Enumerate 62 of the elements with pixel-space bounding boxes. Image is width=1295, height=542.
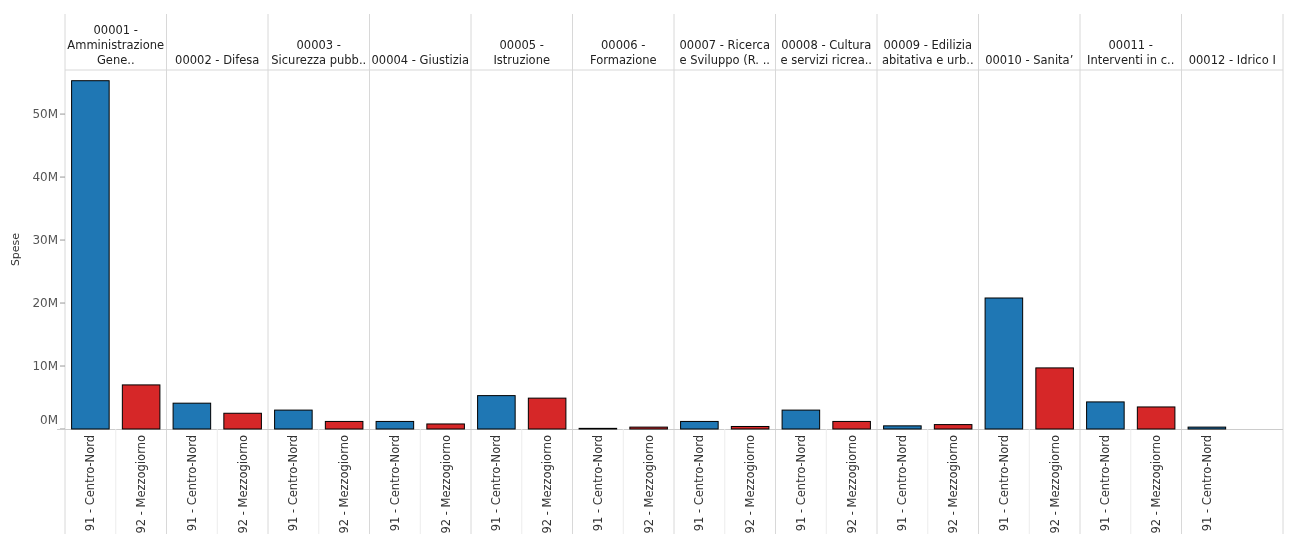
x-tick-label: 00001 - Amministrazione Gene.. xyxy=(66,23,166,68)
text: 91 - Centro-Nord xyxy=(1199,435,1214,532)
bar xyxy=(223,412,262,430)
text: 92 - Mezzogiorno xyxy=(134,435,149,534)
bar xyxy=(1136,406,1176,430)
y-tick-label: 30M xyxy=(32,233,58,248)
text: 92 - Mezzogiorno xyxy=(1149,435,1164,534)
text: 92 - Mezzogiorno xyxy=(743,435,758,534)
y-tick-label: 40M xyxy=(32,170,58,185)
x-tick-label: 00012 - Idrico I xyxy=(1188,53,1276,68)
text: 91 - Centro-Nord xyxy=(286,435,301,532)
text: 91 - Centro-Nord xyxy=(996,435,1011,532)
text: 91 - Centro-Nord xyxy=(590,435,605,532)
bar xyxy=(1086,401,1125,430)
text: 91 - Centro-Nord xyxy=(895,435,910,532)
bar xyxy=(477,395,516,430)
y-tick-label: 20M xyxy=(32,296,58,311)
bar xyxy=(324,420,364,430)
bar xyxy=(375,420,415,430)
bar xyxy=(172,402,212,430)
bar xyxy=(121,384,161,430)
text: 92 - Mezzogiorno xyxy=(337,435,352,534)
text: 91 - Centro-Nord xyxy=(1098,435,1113,532)
text: 91 - Centro-Nord xyxy=(184,435,199,532)
text: 91 - Centro-Nord xyxy=(692,435,707,532)
y-tick-label: 50M xyxy=(32,107,58,122)
bar xyxy=(933,424,973,430)
text: 91 - Centro-Nord xyxy=(489,435,504,532)
text: 92 - Mezzogiorno xyxy=(235,435,250,534)
text: 92 - Mezzogiorno xyxy=(438,435,453,534)
text: 92 - Mezzogiorno xyxy=(641,435,656,534)
bar xyxy=(527,397,567,430)
bar xyxy=(781,409,821,430)
bar xyxy=(680,420,719,430)
bar xyxy=(883,425,922,430)
y-axis-title: Spese xyxy=(9,232,22,267)
x-tick-label: 00011 - Interventi in c.. xyxy=(1086,38,1176,68)
bar xyxy=(71,80,110,430)
bar xyxy=(274,409,313,430)
x-tick-label: 00010 - Sanita’ xyxy=(985,53,1074,68)
bar xyxy=(832,420,871,430)
text: 92 - Mezzogiorno xyxy=(540,435,555,534)
text: 91 - Centro-Nord xyxy=(387,435,402,532)
x-tick-label: 00009 - Edilizia abitativa e urb.. xyxy=(880,38,975,68)
x-tick-label: 00008 - Cultura e servizi ricrea.. xyxy=(779,38,874,68)
y-tick-label: 10M xyxy=(32,359,58,374)
x-tick-label: 00007 - Ricerca e Sviluppo (R. .. xyxy=(678,38,771,68)
text: 92 - Mezzogiorno xyxy=(1047,435,1062,534)
x-tick-label: 00002 - Difesa xyxy=(175,53,260,68)
text: 92 - Mezzogiorno xyxy=(844,435,859,534)
text: 91 - Centro-Nord xyxy=(793,435,808,532)
bar xyxy=(730,425,770,430)
y-tick-label: 0M xyxy=(40,413,58,428)
x-tick-label: 00003 - Sicurezza pubb.. xyxy=(270,38,368,68)
text: 91 - Centro-Nord xyxy=(83,435,98,532)
x-tick-label: 00005 - Istruzione xyxy=(492,38,551,68)
x-tick-label: 00004 - Giustizia xyxy=(371,53,469,68)
bar xyxy=(984,297,1024,430)
bar xyxy=(426,423,465,430)
bar xyxy=(1035,367,1074,430)
x-tick-label: 00006 - Formazione xyxy=(588,38,658,68)
text: 92 - Mezzogiorno xyxy=(946,435,961,534)
